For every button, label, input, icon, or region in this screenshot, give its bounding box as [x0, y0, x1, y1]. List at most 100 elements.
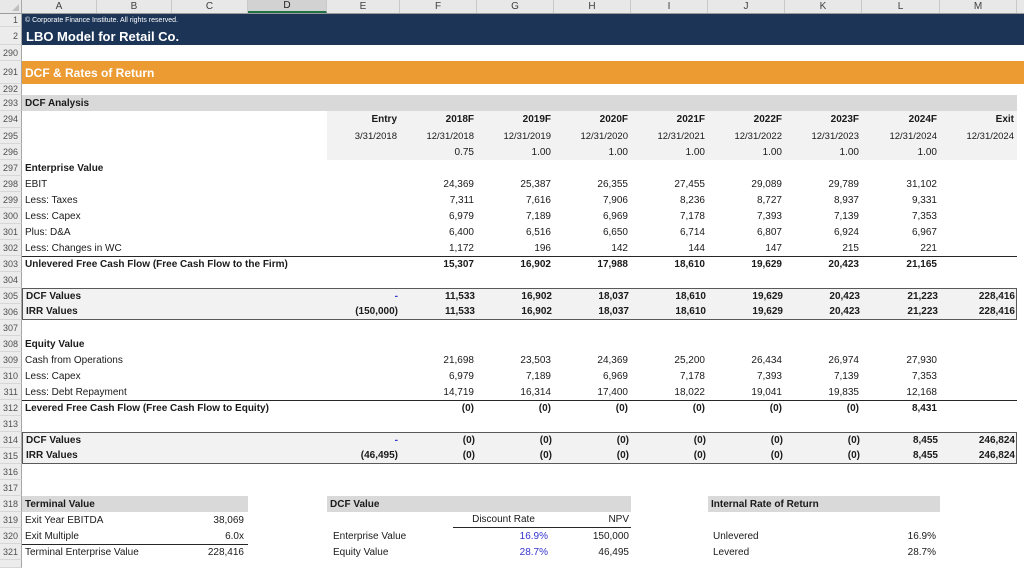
- column-header-C[interactable]: C: [172, 0, 248, 13]
- cell[interactable]: (0): [769, 403, 782, 414]
- cell[interactable]: 7,139: [833, 370, 859, 382]
- equity-discount-rate[interactable]: 28.7%: [519, 546, 548, 558]
- column-header-E[interactable]: E: [327, 0, 400, 13]
- dcf-value-header[interactable]: DCF Value: [327, 496, 631, 512]
- cell[interactable]: 2021F: [631, 111, 708, 128]
- cell[interactable]: 6,969: [602, 370, 628, 382]
- cell[interactable]: (0): [770, 450, 783, 461]
- row-label[interactable]: EBIT: [25, 178, 48, 190]
- cell[interactable]: 1.00: [785, 144, 862, 160]
- cell[interactable]: [708, 336, 785, 352]
- column-header-A[interactable]: A: [22, 0, 97, 13]
- cell[interactable]: [554, 336, 631, 352]
- cell[interactable]: 12/31/2023: [785, 128, 862, 144]
- cell[interactable]: 7,139: [833, 210, 859, 222]
- row-number[interactable]: 290: [0, 45, 22, 61]
- terminal-value-header[interactable]: Terminal Value: [22, 496, 248, 512]
- cell[interactable]: 2022F: [708, 111, 785, 128]
- cell[interactable]: 29,789: [828, 178, 859, 190]
- unlevered-irr-label[interactable]: Unlevered: [713, 530, 759, 542]
- section-title[interactable]: DCF Analysis: [22, 95, 1017, 111]
- row-number[interactable]: 304: [0, 272, 22, 288]
- row-number[interactable]: 293: [0, 95, 22, 111]
- cell[interactable]: 11,533: [444, 306, 475, 317]
- cell[interactable]: 20,423: [829, 291, 860, 302]
- row-number[interactable]: 305: [0, 288, 22, 304]
- row-label[interactable]: Less: Debt Repayment: [25, 386, 127, 398]
- exit-year-ebitda-label[interactable]: Exit Year EBITDA: [25, 514, 104, 526]
- row-label[interactable]: [22, 111, 327, 128]
- cell[interactable]: 19,835: [828, 386, 859, 398]
- cell[interactable]: 228,416: [978, 306, 1015, 317]
- row-number[interactable]: 307: [0, 320, 22, 336]
- column-header-I[interactable]: I: [631, 0, 708, 13]
- cell[interactable]: [327, 160, 400, 176]
- row-number[interactable]: 294: [0, 111, 22, 128]
- row-number[interactable]: 315: [0, 448, 22, 464]
- cell[interactable]: 8,236: [679, 194, 705, 206]
- row-label[interactable]: Unlevered Free Cash Flow (Free Cash Flow…: [25, 259, 288, 270]
- row-number[interactable]: 301: [0, 224, 22, 240]
- row-label[interactable]: DCF Values: [26, 291, 82, 302]
- cell[interactable]: 18,610: [675, 306, 706, 317]
- cell[interactable]: 3/31/2018: [327, 128, 400, 144]
- row-number[interactable]: 291: [0, 61, 22, 84]
- cell[interactable]: 7,178: [679, 210, 705, 222]
- cell[interactable]: Exit: [940, 111, 1017, 128]
- row-number[interactable]: 311: [0, 384, 22, 400]
- cell[interactable]: [327, 144, 400, 160]
- cell[interactable]: (0): [770, 435, 783, 446]
- cell[interactable]: 12/31/2020: [554, 128, 631, 144]
- cell[interactable]: [327, 336, 400, 352]
- cell[interactable]: [327, 384, 400, 400]
- exit-year-ebitda-value[interactable]: 38,069: [213, 514, 244, 526]
- row-number[interactable]: [0, 560, 22, 568]
- cell[interactable]: 2024F: [862, 111, 940, 128]
- cell[interactable]: 12/31/2018: [400, 128, 477, 144]
- cell[interactable]: (0): [847, 435, 860, 446]
- row-number[interactable]: 298: [0, 176, 22, 192]
- column-header-B[interactable]: B: [97, 0, 172, 13]
- cell[interactable]: 6,967: [911, 226, 937, 238]
- cell[interactable]: [940, 401, 1017, 416]
- cell[interactable]: 16,314: [520, 386, 551, 398]
- row-number[interactable]: 299: [0, 192, 22, 208]
- cell[interactable]: [940, 208, 1017, 224]
- cell[interactable]: 1.00: [631, 144, 708, 160]
- row-label[interactable]: Plus: D&A: [25, 226, 71, 238]
- row-number[interactable]: 319: [0, 512, 22, 528]
- row-number[interactable]: 303: [0, 256, 22, 272]
- cell[interactable]: (46,495): [360, 450, 398, 461]
- cell[interactable]: 12/31/2024: [940, 128, 1017, 144]
- cell[interactable]: 26,974: [828, 354, 859, 366]
- cell[interactable]: 12/31/2022: [708, 128, 785, 144]
- row-number[interactable]: 313: [0, 416, 22, 432]
- cell[interactable]: 246,824: [978, 435, 1015, 446]
- cell[interactable]: (150,000): [355, 306, 398, 317]
- row-number[interactable]: 297: [0, 160, 22, 176]
- row-number[interactable]: 306: [0, 304, 22, 320]
- column-header-J[interactable]: J: [708, 0, 785, 13]
- row-number[interactable]: 314: [0, 432, 22, 448]
- column-header-G[interactable]: G: [477, 0, 554, 13]
- enterprise-discount-rate[interactable]: 16.9%: [519, 530, 548, 542]
- levered-irr-label[interactable]: Levered: [713, 546, 750, 558]
- cell[interactable]: (0): [462, 450, 475, 461]
- cell[interactable]: 6,516: [525, 226, 551, 238]
- cell[interactable]: 7,906: [602, 194, 628, 206]
- cell[interactable]: 6,650: [602, 226, 628, 238]
- cell[interactable]: 228,416: [978, 291, 1015, 302]
- row-number[interactable]: 316: [0, 464, 22, 480]
- cell[interactable]: [477, 336, 554, 352]
- cell[interactable]: 23,503: [520, 354, 551, 366]
- cell[interactable]: [400, 336, 477, 352]
- row-label[interactable]: Less: Taxes: [25, 194, 78, 206]
- cell[interactable]: 27,930: [906, 354, 937, 366]
- cell[interactable]: 6,807: [756, 226, 782, 238]
- cell[interactable]: [327, 208, 400, 224]
- levered-irr-value[interactable]: 28.7%: [907, 546, 936, 558]
- cell[interactable]: 18,037: [598, 291, 629, 302]
- cell[interactable]: 17,988: [597, 259, 628, 270]
- npv-column-header[interactable]: NPV: [608, 514, 629, 525]
- row-label[interactable]: Less: Capex: [25, 370, 81, 382]
